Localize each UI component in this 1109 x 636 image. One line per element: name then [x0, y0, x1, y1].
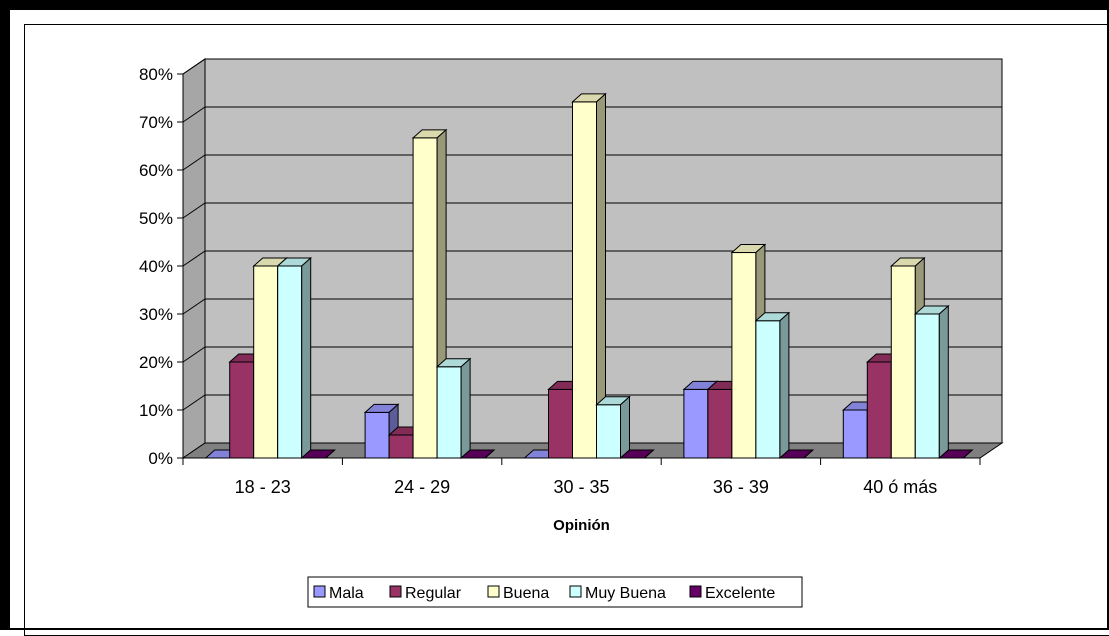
- x-category-label: 30 - 35: [553, 477, 609, 497]
- bar-buena-front: [253, 265, 279, 459]
- y-tick-label: 10%: [139, 401, 173, 420]
- bar-buena-front: [890, 265, 916, 459]
- bar-muy-buena-front: [436, 366, 462, 459]
- bar-excelente-side: [484, 449, 495, 459]
- bar-buena-front: [572, 101, 597, 459]
- bar-regular-front: [229, 361, 255, 459]
- bar-mala-front: [683, 388, 709, 459]
- bar-muy-buena-side: [938, 304, 949, 460]
- y-tick-label: 40%: [139, 257, 173, 276]
- bar-mala-front: [364, 411, 390, 459]
- x-category-label: 40 ó más: [863, 477, 937, 497]
- y-tick-label: 50%: [139, 209, 173, 228]
- bar-regular-front: [548, 388, 573, 459]
- y-tick-label: 30%: [139, 305, 173, 324]
- bar-muy-buena-front: [914, 313, 940, 459]
- bar-muy-buena-front: [596, 404, 621, 459]
- bar-muy-buena-front: [277, 265, 303, 459]
- bar-excelente-side: [962, 449, 973, 459]
- gridline-side: [182, 250, 206, 267]
- x-axis-title: Opinión: [553, 517, 610, 534]
- bar-muy-buena-side: [620, 395, 630, 460]
- gridline-side: [182, 106, 206, 123]
- bar-muy-buena-side: [460, 357, 471, 460]
- gridline-side: [182, 346, 206, 363]
- bar-excelente-side: [803, 449, 814, 459]
- y-tick-label: 60%: [139, 161, 173, 180]
- bar-regular-front: [388, 434, 414, 459]
- legend-swatch: [569, 585, 582, 598]
- legend-label: Buena: [503, 585, 549, 602]
- bar-buena-front: [412, 137, 438, 459]
- x-category-label: 36 - 39: [713, 477, 769, 497]
- gridline-side: [182, 154, 206, 171]
- y-tick-label: 0%: [148, 449, 173, 468]
- bar-excelente-side: [325, 449, 336, 459]
- y-tick-label: 20%: [139, 353, 173, 372]
- bar-regular-front: [866, 361, 892, 459]
- x-category-label: 24 - 29: [394, 477, 450, 497]
- legend-label: Mala: [329, 585, 364, 602]
- y-tick-label: 80%: [139, 65, 173, 84]
- gridline-side: [182, 58, 206, 75]
- legend-label: Regular: [405, 585, 462, 602]
- bar-muy-buena-side: [301, 256, 312, 460]
- legend-label: Excelente: [705, 585, 775, 602]
- bar-excelente-side: [644, 449, 654, 459]
- legend-swatch: [313, 585, 326, 598]
- legend-label: Muy Buena: [585, 585, 666, 602]
- bar-mala-front: [842, 409, 868, 459]
- bar-buena-front: [731, 252, 757, 459]
- legend-swatch: [389, 585, 402, 598]
- bar-regular-front: [707, 388, 733, 459]
- bar-muy-buena-front: [755, 320, 781, 459]
- gridline-side: [182, 394, 206, 411]
- bar-muy-buena-side: [779, 311, 790, 460]
- x-category-label: 18 - 23: [235, 477, 291, 497]
- y-tick-label: 70%: [139, 113, 173, 132]
- gridline-side: [182, 298, 206, 315]
- gridline-side: [182, 202, 206, 219]
- legend-swatch: [689, 585, 702, 598]
- legend-swatch: [487, 585, 500, 598]
